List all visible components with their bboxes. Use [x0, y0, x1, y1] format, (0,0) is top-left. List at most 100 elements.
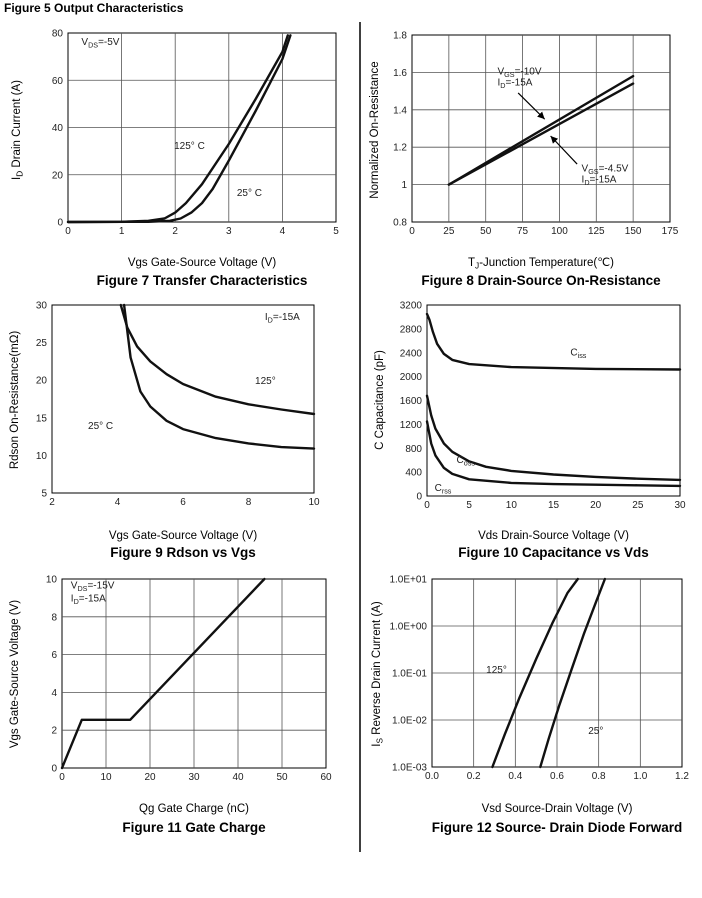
y-tick-label: 1.6 [393, 68, 407, 79]
x-tick-label: 30 [188, 772, 200, 783]
x-tick-label: 75 [517, 226, 529, 237]
annotation-label: ID=-15A [265, 312, 300, 325]
x-tick-label: 2 [172, 226, 178, 237]
y-tick-label: 25 [36, 338, 48, 349]
x-tick-label: 10 [100, 772, 112, 783]
x-tick-label: 6 [180, 497, 186, 508]
x-tick-label: 0 [65, 226, 71, 237]
y-tick-label: 3200 [400, 301, 423, 312]
annotation-label: ID=-15A [498, 77, 533, 90]
plot-frame [426, 304, 681, 497]
series-line [425, 312, 682, 371]
y-tick-label: 0 [416, 492, 422, 503]
x-tick-label: 0.2 [467, 771, 481, 782]
y-tick-label: 20 [52, 170, 64, 181]
y-tick-label: 800 [405, 444, 422, 455]
y-tick-label: 10 [46, 575, 58, 586]
x-tick-label: 4 [115, 497, 121, 508]
x-tick-label: 0.4 [508, 771, 522, 782]
y-tick-label: 40 [52, 123, 64, 134]
x-tick-label: 0.0 [425, 771, 439, 782]
x-tick-label: 4 [280, 226, 286, 237]
annotation-label: 25° C [88, 421, 113, 432]
y-tick-label: 8 [51, 612, 57, 623]
y-tick-label: 80 [52, 29, 64, 40]
y-tick-label: 1.8 [393, 31, 407, 42]
series-line [425, 394, 682, 482]
chart-title: Figure 9 Rdson vs Vgs [110, 545, 256, 560]
plot-frame [411, 34, 671, 223]
x-tick-label: 1 [119, 226, 125, 237]
y-tick-label: 1.0E-01 [392, 669, 427, 680]
annotation-label: 125° C [174, 141, 205, 152]
chart-rdson: 2 4 6 8 10 5 10 15 20 25 30 ID=-15A 125° 25° C Vgs Gat… [9, 301, 320, 561]
series-line [539, 577, 607, 769]
y-tick-label: 0 [51, 764, 57, 775]
x-tick-label: 175 [662, 226, 679, 237]
x-tick-label: 0 [424, 500, 430, 511]
chart-diode: 0.0 0.2 0.4 0.6 0.8 1.0 1.2 1.0E-03 1.0E-02 1.0E-… [371, 575, 689, 836]
y-tick-label: 1.0E+01 [389, 575, 427, 586]
x-axis-label: Vds Drain-Source Voltage (V) [478, 530, 629, 542]
series-line [119, 303, 316, 416]
x-tick-label: 40 [232, 772, 244, 783]
y-tick-label: 400 [405, 468, 422, 479]
annotation-label: 25° C [237, 188, 262, 199]
y-tick-label: 0.8 [393, 218, 407, 229]
y-axis-label: C Capacitance (pF) [374, 350, 386, 450]
series-line [447, 82, 635, 186]
annotation-label: VDS=-5V [81, 37, 119, 50]
x-axis-label: TJ-Junction Temperature(℃) [468, 257, 614, 271]
annotation-label: ID=-15A [71, 594, 106, 607]
x-axis-label: Vgs Gate-Source Voltage (V) [109, 530, 257, 542]
x-tick-label: 25 [632, 500, 644, 511]
x-tick-label: 8 [246, 497, 252, 508]
y-axis-label: Vgs Gate-Source Voltage (V) [9, 600, 21, 748]
chart-onres: 0 25 50 75 100 125 150 175 0.8 1 1.2 1.4 1.6 1.8 VGS=-… [369, 31, 679, 289]
chart-title: Figure 8 Drain-Source On-Resistance [421, 273, 661, 288]
x-tick-label: 1.0 [633, 771, 647, 782]
chart-title: Figure 12 Source- Drain Diode Forward [432, 820, 683, 835]
chart-capacitance: 0 5 10 15 20 25 30 0 400 800 1200 1600 2000 2400 2800 3… [374, 301, 686, 561]
x-tick-label: 3 [226, 226, 232, 237]
x-tick-label: 0.6 [550, 771, 564, 782]
annotation-label: Ciss [570, 348, 586, 361]
y-tick-label: 1200 [400, 420, 423, 431]
x-axis-label: Vsd Source-Drain Voltage (V) [482, 803, 633, 815]
annotation-arrow [550, 135, 578, 165]
annotation-arrow [517, 92, 546, 120]
x-tick-label: 2 [49, 497, 55, 508]
annotation-label: VGS=-4.5V [582, 164, 629, 177]
x-tick-label: 10 [506, 500, 518, 511]
y-tick-label: 2000 [400, 372, 423, 383]
x-tick-label: 0.8 [592, 771, 606, 782]
y-tick-label: 1.0E-02 [392, 716, 427, 727]
y-tick-label: 15 [36, 413, 48, 424]
x-tick-label: 60 [320, 772, 332, 783]
x-tick-label: 5 [466, 500, 472, 511]
plot-frame [51, 304, 315, 494]
x-tick-label: 30 [674, 500, 686, 511]
x-tick-label: 25 [443, 226, 455, 237]
y-axis-label: Normalized On-Resistance [369, 61, 381, 198]
chart-title: Figure 10 Capacitance vs Vds [458, 545, 649, 560]
y-tick-label: 2800 [400, 324, 423, 335]
series-line [66, 34, 292, 224]
y-tick-label: 5 [41, 489, 47, 500]
series-line [122, 303, 316, 450]
x-tick-label: 1.2 [675, 771, 689, 782]
series-line [60, 577, 266, 770]
y-tick-label: 2 [51, 726, 57, 737]
y-tick-label: 1600 [400, 396, 423, 407]
y-tick-label: 20 [36, 376, 48, 387]
annotation-label: ID=-15A [582, 175, 617, 188]
y-tick-label: 1.4 [393, 105, 407, 116]
x-axis-label: Vgs Gate-Source Voltage (V) [128, 257, 276, 269]
y-tick-label: 1.0E-03 [392, 763, 427, 774]
annotation-label: Coss [457, 455, 476, 468]
y-axis-label: Rdson On-Resistance(mΩ) [9, 331, 21, 470]
chart-title: Figure 7 Transfer Characteristics [97, 273, 308, 288]
series-line [425, 420, 682, 488]
